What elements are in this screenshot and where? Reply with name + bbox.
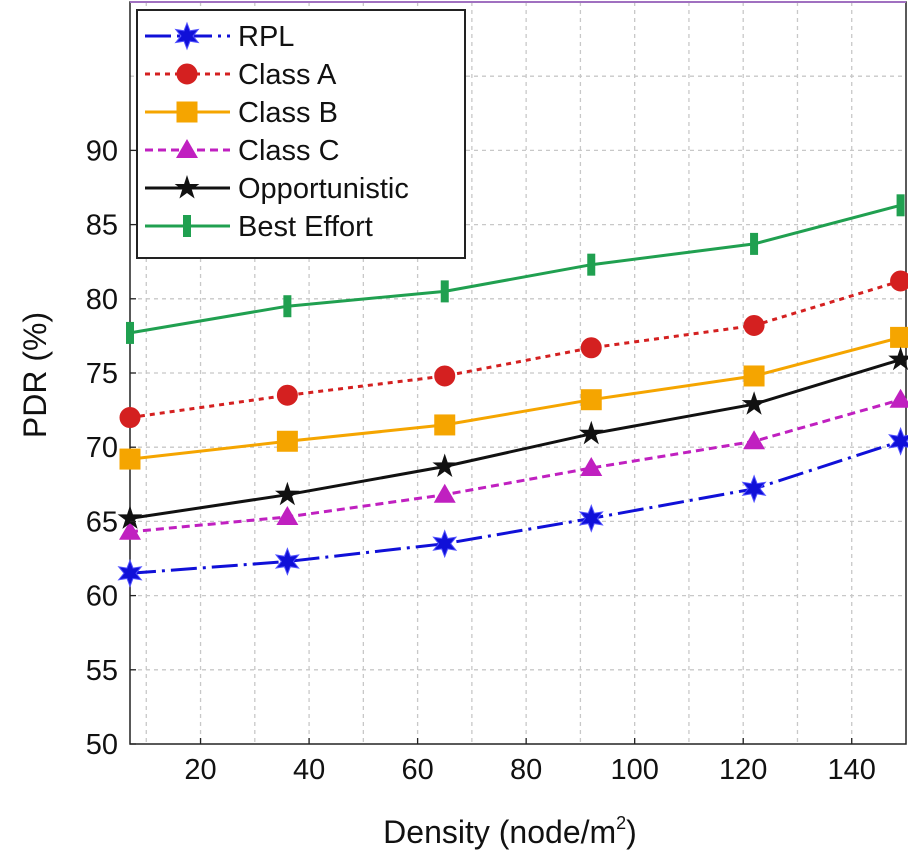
legend-marker [174, 175, 200, 199]
legend-marker [176, 101, 198, 123]
legend-label: Opportunistic [238, 173, 409, 205]
y-tick-label: 50 [86, 729, 118, 761]
y-tick-label: 55 [86, 655, 118, 687]
series-line-opportunistic [129, 358, 902, 520]
data-point-opportunistic [432, 453, 458, 477]
data-point-opportunistic [578, 420, 604, 445]
legend: RPL Class A Class B Class C Opportunistic Bes… [136, 9, 466, 259]
legend-item-best-effort: Best Effort [145, 211, 373, 243]
x-tick-label: 140 [828, 754, 876, 786]
data-point-class-a [890, 270, 908, 292]
y-axis-ticks: 50 55 60 65 70 75 80 85 90 [86, 135, 136, 761]
data-point-opportunistic [275, 481, 300, 506]
legend-label: Class A [238, 59, 337, 91]
data-point-class-c [889, 388, 908, 408]
legend-label: Class B [238, 97, 338, 129]
legend-label: Class C [238, 135, 340, 167]
legend-items: RPL Class A Class B Class C Opportunistic Bes… [145, 21, 409, 243]
x-axis-label-main: Density (node/m [383, 814, 616, 850]
y-tick-label: 80 [86, 284, 118, 316]
data-point-class-b [276, 430, 298, 452]
data-point-class-c [580, 456, 603, 476]
series-line-best-effort [129, 203, 901, 335]
data-point-class-a [434, 365, 456, 387]
x-tick-label: 80 [510, 754, 542, 786]
legend-item-class-b: Class B [145, 97, 338, 129]
data-point-class-c [433, 483, 456, 503]
data-point-class-a [743, 315, 765, 337]
legend-marker [176, 139, 198, 158]
legend-item-class-c: Class C [145, 135, 340, 167]
data-point-best-effort [750, 232, 759, 255]
y-tick-label: 85 [86, 210, 118, 242]
data-point-best-effort [896, 194, 905, 217]
series-line-rpl [129, 439, 902, 575]
y-tick-label: 90 [86, 135, 118, 167]
data-point-best-effort [126, 321, 134, 344]
series-class-a [119, 270, 908, 429]
data-point-best-effort [283, 295, 292, 318]
legend-box [136, 9, 466, 259]
x-tick-label: 20 [184, 754, 216, 786]
y-axis-label: PDR (%) [17, 312, 53, 438]
series-class-b [119, 326, 908, 470]
data-point-opportunistic [741, 391, 767, 415]
data-point-class-a [276, 384, 298, 406]
data-point-best-effort [440, 280, 449, 303]
x-axis-label-close: ) [626, 814, 637, 850]
data-point-rpl [432, 529, 458, 559]
series-line-class-a [129, 279, 902, 419]
x-axis-ticks: 20 40 60 80 100 120 140 [184, 738, 876, 786]
x-axis-label-superscript: 2 [616, 813, 626, 833]
legend-marker [174, 21, 200, 51]
series-line-class-b [129, 335, 901, 461]
legend-item-class-a: Class A [145, 59, 337, 91]
y-tick-label: 75 [86, 358, 118, 390]
x-tick-label: 120 [719, 754, 767, 786]
legend-label: RPL [238, 21, 294, 53]
series-class-c [119, 388, 908, 540]
series-rpl [117, 426, 908, 588]
series-best-effort [126, 194, 905, 344]
legend-item-rpl: RPL [145, 21, 294, 53]
legend-label: Best Effort [238, 211, 373, 243]
data-point-best-effort [587, 253, 596, 276]
x-tick-label: 40 [293, 754, 325, 786]
data-point-opportunistic [888, 346, 908, 371]
data-point-class-b [119, 448, 141, 470]
series-line-class-c [129, 398, 902, 534]
data-point-rpl [274, 547, 300, 576]
data-point-class-c [119, 520, 141, 540]
data-point-class-b [580, 389, 602, 411]
series-opportunistic [117, 346, 908, 529]
data-point-class-a [580, 337, 602, 359]
data-point-rpl [888, 426, 908, 456]
data-point-class-b [743, 365, 765, 387]
data-point-class-c [743, 430, 766, 450]
x-tick-label: 60 [401, 754, 433, 786]
data-point-opportunistic [117, 505, 143, 529]
data-point-rpl [741, 474, 767, 504]
y-tick-label: 60 [86, 581, 118, 613]
legend-marker [183, 215, 191, 237]
data-point-class-b [890, 326, 908, 348]
data-point-class-c [276, 505, 299, 525]
legend-item-opportunistic: Opportunistic [145, 173, 409, 205]
y-tick-label: 70 [86, 432, 118, 464]
series-group [117, 194, 908, 588]
data-point-rpl [578, 504, 604, 533]
data-point-class-a [119, 407, 141, 429]
y-tick-label: 65 [86, 506, 118, 538]
legend-marker [176, 63, 198, 85]
data-point-class-b [434, 414, 456, 436]
x-axis-label: Density (node/m2) [383, 813, 637, 850]
x-tick-label: 100 [610, 754, 658, 786]
data-point-rpl [117, 558, 143, 588]
